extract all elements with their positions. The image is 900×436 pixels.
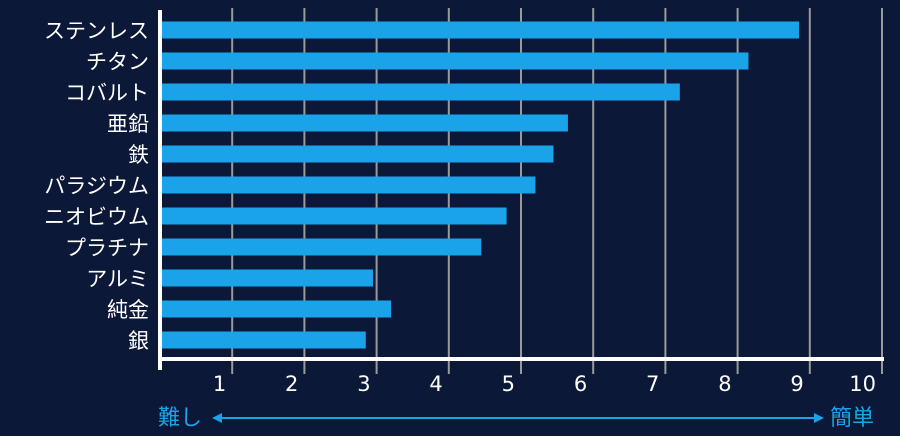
bar bbox=[160, 331, 366, 349]
bar bbox=[160, 52, 749, 70]
category-label: チタン bbox=[86, 50, 149, 74]
difficult-label: 難し bbox=[158, 406, 202, 431]
x-tick-label: 2 bbox=[285, 372, 298, 396]
category-label: ステンレス bbox=[44, 19, 149, 43]
bar bbox=[160, 238, 482, 256]
axes bbox=[158, 10, 884, 370]
arrow-right-icon bbox=[814, 413, 824, 423]
difficulty-scale: 難し 簡単 bbox=[158, 406, 874, 431]
bars bbox=[160, 21, 799, 349]
bar bbox=[160, 176, 536, 194]
x-tick-label: 5 bbox=[502, 372, 515, 396]
category-label: 亜鉛 bbox=[107, 112, 149, 136]
category-label: 純金 bbox=[107, 298, 149, 322]
x-tick-label: 6 bbox=[574, 372, 587, 396]
x-tick-label: 3 bbox=[357, 372, 370, 396]
bar bbox=[160, 207, 507, 225]
bar bbox=[160, 21, 799, 39]
bar bbox=[160, 300, 392, 318]
arrow-left-icon bbox=[212, 413, 222, 423]
bar bbox=[160, 83, 680, 101]
category-label: 鉄 bbox=[128, 143, 149, 167]
category-label: 銀 bbox=[128, 329, 149, 353]
category-label: パラジウム bbox=[44, 174, 149, 198]
category-label: コバルト bbox=[65, 81, 149, 105]
bar bbox=[160, 114, 568, 132]
x-tick-label: 7 bbox=[646, 372, 659, 396]
category-label: ニオビウム bbox=[44, 205, 149, 229]
category-label: アルミ bbox=[86, 267, 149, 291]
x-tick-label: 4 bbox=[429, 372, 442, 396]
bar bbox=[160, 145, 554, 163]
x-tick-labels: 1 2 3 4 5 6 7 8 9 10 bbox=[213, 372, 876, 396]
easy-label: 簡単 bbox=[830, 406, 874, 431]
x-tick-label: 8 bbox=[718, 372, 731, 396]
x-tick-label: 9 bbox=[790, 372, 803, 396]
x-tick-label: 10 bbox=[849, 372, 876, 396]
bar bbox=[160, 269, 373, 287]
category-label: プラチナ bbox=[65, 236, 149, 260]
x-tick-label: 1 bbox=[213, 372, 226, 396]
